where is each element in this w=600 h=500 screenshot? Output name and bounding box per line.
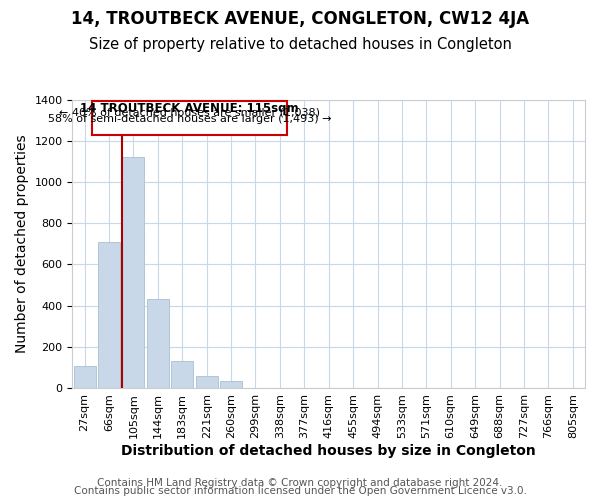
X-axis label: Distribution of detached houses by size in Congleton: Distribution of detached houses by size … [121,444,536,458]
Text: 14 TROUTBECK AVENUE: 115sqm: 14 TROUTBECK AVENUE: 115sqm [80,102,299,115]
Bar [147,299,169,388]
Bar [98,242,120,388]
Text: Size of property relative to detached houses in Congleton: Size of property relative to detached ho… [89,38,511,52]
Text: Contains public sector information licensed under the Open Government Licence v3: Contains public sector information licen… [74,486,526,496]
Text: Contains HM Land Registry data © Crown copyright and database right 2024.: Contains HM Land Registry data © Crown c… [97,478,503,488]
Text: 58% of semi-detached houses are larger (1,493) →: 58% of semi-detached houses are larger (… [48,114,331,124]
Y-axis label: Number of detached properties: Number of detached properties [15,134,29,353]
Text: ← 40% of detached houses are smaller (1,038): ← 40% of detached houses are smaller (1,… [59,108,320,118]
FancyBboxPatch shape [92,100,287,134]
Text: 14, TROUTBECK AVENUE, CONGLETON, CW12 4JA: 14, TROUTBECK AVENUE, CONGLETON, CW12 4J… [71,10,529,28]
Bar [220,380,242,388]
Bar [74,366,95,388]
Bar [171,361,193,388]
Bar [122,157,145,388]
Bar [196,376,218,388]
